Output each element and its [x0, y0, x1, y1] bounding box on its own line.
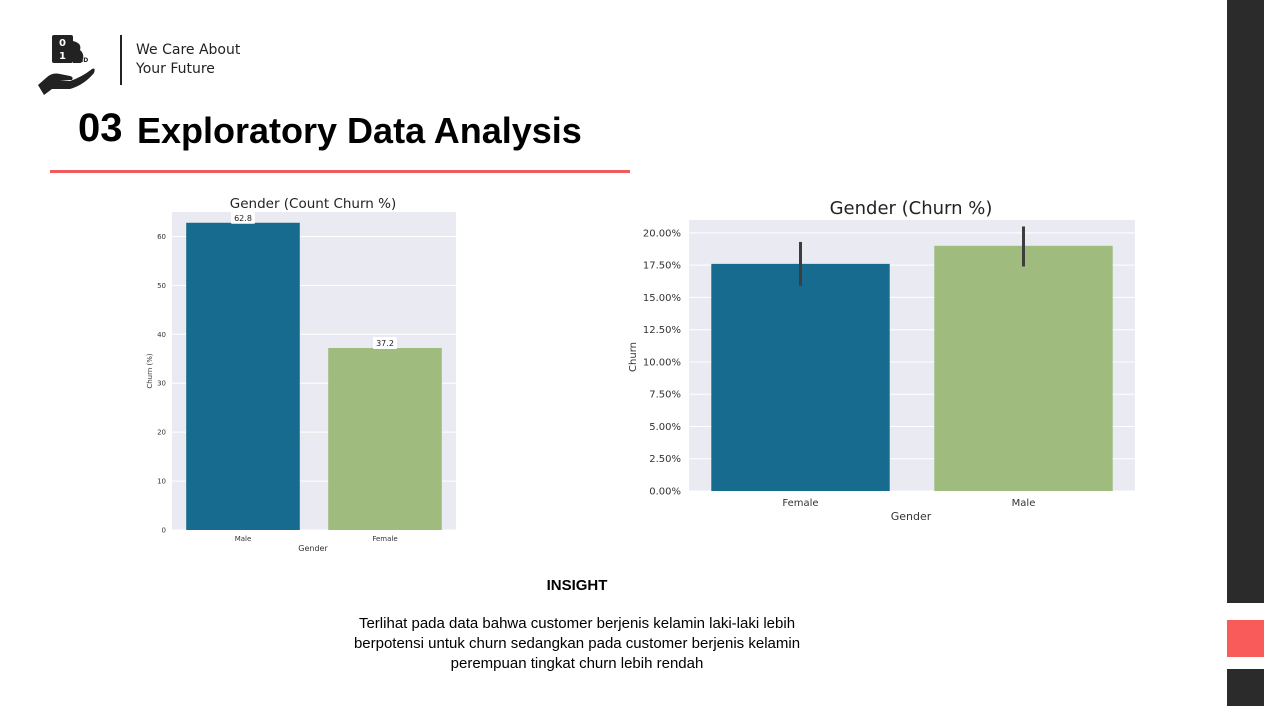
x-axis-label: Gender: [891, 510, 932, 523]
y-tick-label: 7.50%: [649, 390, 681, 401]
chart-title: Gender (Count Churn %): [230, 196, 396, 212]
y-tick-label: 17.50%: [643, 261, 681, 272]
gender-count-churn-chart: Gender (Count Churn %) 0 10 20 30 40 50 60 Mal…: [146, 196, 456, 553]
section-title: Exploratory Data Analysis: [137, 110, 582, 151]
gender-churn-rate-chart: Gender (Churn %) 0.00% 2.50% 5.00% 7.50% 10.…: [628, 198, 1135, 523]
x-axis-label: Gender: [298, 544, 328, 553]
y-tick-label: 0: [162, 527, 166, 535]
y-tick-label: 40: [157, 331, 166, 339]
y-tick-label: 0.00%: [649, 487, 681, 498]
title-underline: [50, 170, 630, 173]
insight-heading: INSIGHT: [546, 577, 608, 594]
data-label-box: [373, 337, 397, 350]
side-bar-red-accent: [1227, 620, 1264, 657]
x-tick-label: Female: [782, 498, 818, 509]
y-tick-label: 10.00%: [643, 357, 681, 368]
insight-line-3: perempuan tingkat churn lebih rendah: [450, 655, 704, 672]
insight-line-1: Terlihat pada data bahwa customer berjen…: [358, 615, 796, 632]
y-axis-label: Churn: [628, 342, 639, 372]
y-tick-label: 5.00%: [649, 422, 681, 433]
data-label: 37.2: [376, 339, 394, 348]
bar-female: [328, 348, 442, 530]
y-tick-label: 20: [157, 429, 166, 437]
side-bar-dark-bottom: [1227, 669, 1264, 706]
svg-text:0: 0: [59, 38, 66, 49]
chart-title: Gender (Churn %): [830, 198, 993, 219]
side-bar-dark-top: [1227, 0, 1264, 603]
bar-female: [711, 263, 890, 491]
bar-male: [186, 222, 300, 531]
x-tick-label: Male: [235, 535, 252, 543]
brand-logo-icon: 0 1 IND: [38, 35, 95, 95]
y-tick-label: 2.50%: [649, 454, 681, 465]
bar-male: [934, 245, 1113, 491]
insight-line-2: berpotensi untuk churn sedangkan pada cu…: [353, 635, 801, 652]
logo-divider: [120, 35, 122, 85]
y-tick-label: 50: [157, 282, 166, 290]
y-tick-label: 10: [157, 478, 166, 486]
insight-text: Terlihat pada data bahwa customer berjen…: [327, 614, 827, 674]
y-tick-label: 15.00%: [643, 293, 681, 304]
y-tick-label: 12.50%: [643, 325, 681, 336]
x-tick-label: Female: [372, 535, 397, 543]
y-tick-label: 30: [157, 380, 166, 388]
tagline-line-2: Your Future: [136, 61, 215, 77]
data-label: 62.8: [234, 214, 252, 223]
svg-text:IND: IND: [76, 57, 88, 64]
svg-text:1: 1: [59, 51, 66, 62]
y-axis-label: Churn (%): [146, 353, 154, 389]
data-label-box: [231, 211, 255, 224]
tagline: We Care About Your Future: [136, 41, 240, 79]
section-number: 03: [78, 106, 123, 150]
tagline-line-1: We Care About: [136, 42, 241, 58]
y-tick-label: 20.00%: [643, 228, 681, 239]
x-tick-label: Male: [1012, 498, 1036, 509]
y-tick-label: 60: [157, 233, 166, 241]
